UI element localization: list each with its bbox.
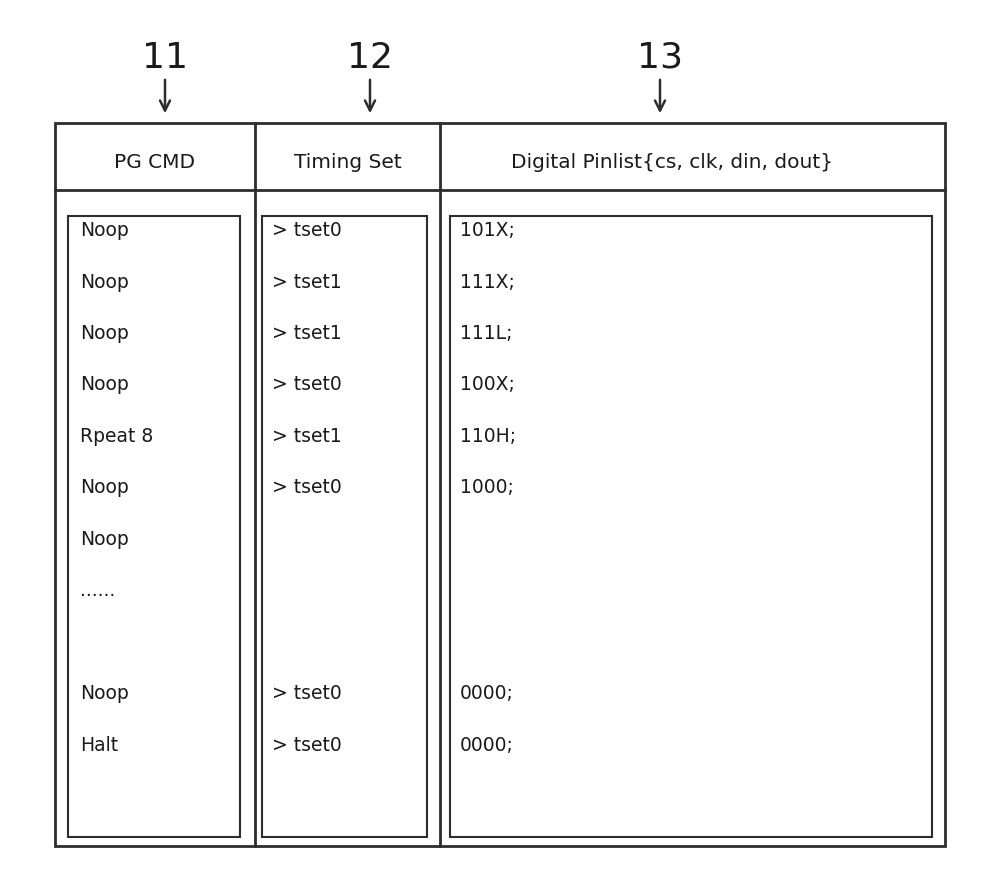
Text: 100X;: 100X; xyxy=(460,375,515,394)
Text: 13: 13 xyxy=(637,41,683,74)
Bar xyxy=(55,124,945,846)
Text: > tset1: > tset1 xyxy=(272,323,342,343)
Text: Noop: Noop xyxy=(80,375,129,394)
Bar xyxy=(450,217,932,837)
Text: > tset0: > tset0 xyxy=(272,478,342,497)
Text: > tset0: > tset0 xyxy=(272,375,342,394)
Text: > tset1: > tset1 xyxy=(272,272,342,291)
Text: > tset0: > tset0 xyxy=(272,734,342,754)
Text: Rpeat 8: Rpeat 8 xyxy=(80,426,153,446)
Text: Timing Set: Timing Set xyxy=(294,152,402,172)
Text: 11: 11 xyxy=(142,41,188,74)
Text: Digital Pinlist{cs, clk, din, dout}: Digital Pinlist{cs, clk, din, dout} xyxy=(511,152,833,172)
Text: PG CMD: PG CMD xyxy=(114,152,196,172)
Text: 0000;: 0000; xyxy=(460,734,514,754)
Text: Noop: Noop xyxy=(80,221,129,240)
Text: 110H;: 110H; xyxy=(460,426,516,446)
Text: > tset1: > tset1 xyxy=(272,426,342,446)
Bar xyxy=(262,217,427,837)
Text: 0000;: 0000; xyxy=(460,683,514,703)
Text: Halt: Halt xyxy=(80,734,118,754)
Text: 12: 12 xyxy=(347,41,393,74)
Text: > tset0: > tset0 xyxy=(272,221,342,240)
Text: 1000;: 1000; xyxy=(460,478,514,497)
Bar xyxy=(68,217,240,837)
Text: 111L;: 111L; xyxy=(460,323,512,343)
Text: Noop: Noop xyxy=(80,529,129,548)
Text: ......: ...... xyxy=(80,580,115,600)
Text: > tset0: > tset0 xyxy=(272,683,342,703)
Text: 111X;: 111X; xyxy=(460,272,515,291)
Text: 101X;: 101X; xyxy=(460,221,515,240)
Text: Noop: Noop xyxy=(80,683,129,703)
Text: Noop: Noop xyxy=(80,323,129,343)
Text: Noop: Noop xyxy=(80,272,129,291)
Text: Noop: Noop xyxy=(80,478,129,497)
